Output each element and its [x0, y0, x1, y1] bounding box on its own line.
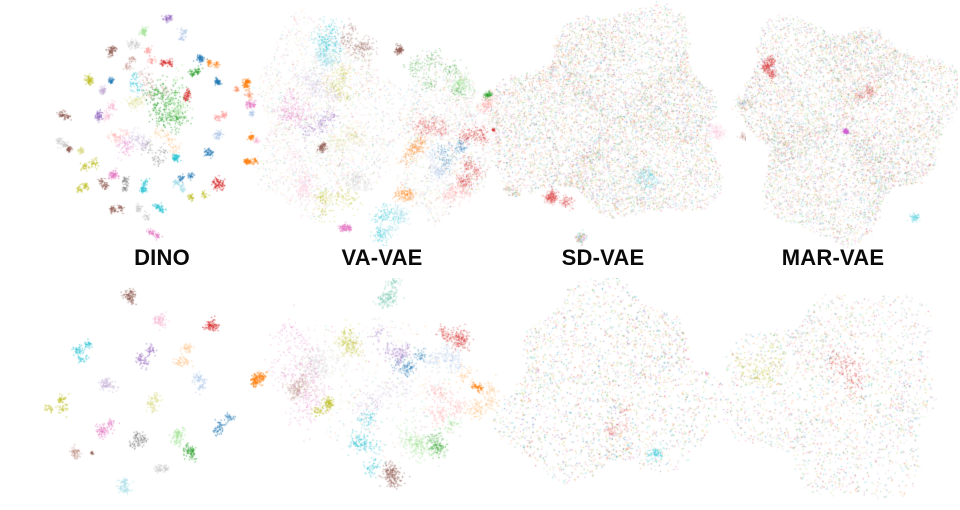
column-label-dino: DINO [134, 245, 190, 270]
scatter-panel-vavae-bottom [250, 278, 500, 508]
scatter-panel-sdvae-bottom [470, 278, 732, 508]
column-label-vavae: VA-VAE [341, 245, 423, 270]
column-label-marvae: MAR-VAE [781, 245, 885, 270]
scatter-panel-sdvae-top [478, 0, 746, 250]
column-label-sdvae: SD-VAE [561, 245, 645, 270]
scatter-panel-marvae-top [718, 0, 958, 250]
scatter-panel-vavae-top [245, 3, 515, 246]
scatter-panel-marvae-bottom [705, 278, 957, 508]
scatter-panel-dino-top [30, 5, 270, 243]
